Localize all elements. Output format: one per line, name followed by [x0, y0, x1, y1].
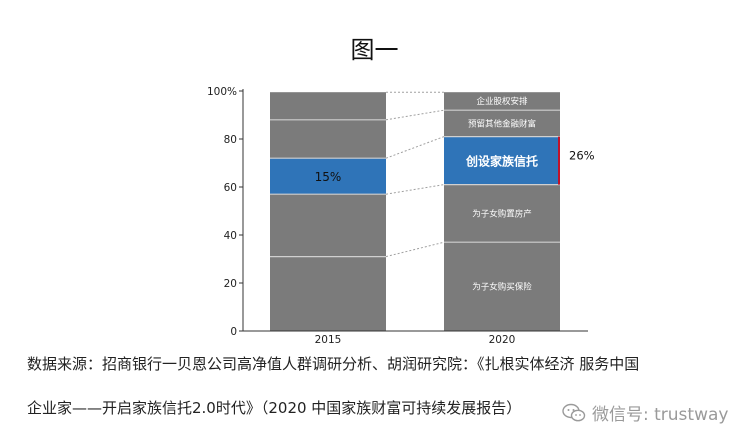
bar-segment: [270, 256, 386, 331]
bar-segment: [444, 110, 560, 137]
segment-label: 创设家族信托: [465, 154, 538, 169]
y-tick-label: 20: [224, 278, 237, 290]
watermark-text: 微信号: trustway: [592, 405, 729, 425]
segment-label: 为子女购买保险: [472, 282, 532, 293]
bar-segment: [270, 194, 386, 257]
bar-segment: [444, 242, 560, 331]
bar-segment: [270, 158, 386, 195]
segment-label: 为子女购置房产: [472, 208, 532, 219]
segment-label: 预留其他金融财富: [468, 118, 536, 129]
watermark: 微信号: trustway: [562, 400, 728, 425]
y-tick-label: 60: [224, 182, 237, 194]
wechat-icon: [562, 403, 586, 421]
y-tick-label: 100%: [207, 86, 237, 98]
annotation-label: 26%: [569, 149, 595, 163]
bar-segment: [444, 92, 560, 111]
x-tick-label: 2015: [315, 334, 342, 345]
connector-line: [385, 109, 445, 121]
segment-label: 企业股权安排: [476, 96, 528, 107]
y-tick-label: 0: [230, 326, 237, 338]
segment-label: 15%: [315, 170, 342, 184]
figure-title: 图一: [350, 36, 399, 64]
connector-line: [385, 136, 445, 159]
bar-segment: [444, 184, 560, 243]
bar-segment: [444, 136, 560, 185]
connector-line: [385, 241, 445, 258]
connector-line: [385, 184, 445, 195]
y-tick-label: 40: [224, 230, 237, 242]
x-tick-label: 2020: [489, 334, 516, 345]
y-tick-label: 80: [224, 134, 237, 146]
bar-segment: [270, 119, 386, 159]
bar-segment: [270, 92, 386, 120]
source-line-1: 数据来源：招商银行一贝恩公司高净值人群调研分析、胡润研究院：《扎根实体经济 服务…: [27, 355, 640, 373]
source-line-2: 企业家——开启家族信托2.0时代》（2020 中国家族财富可持续发展报告）: [27, 399, 522, 417]
